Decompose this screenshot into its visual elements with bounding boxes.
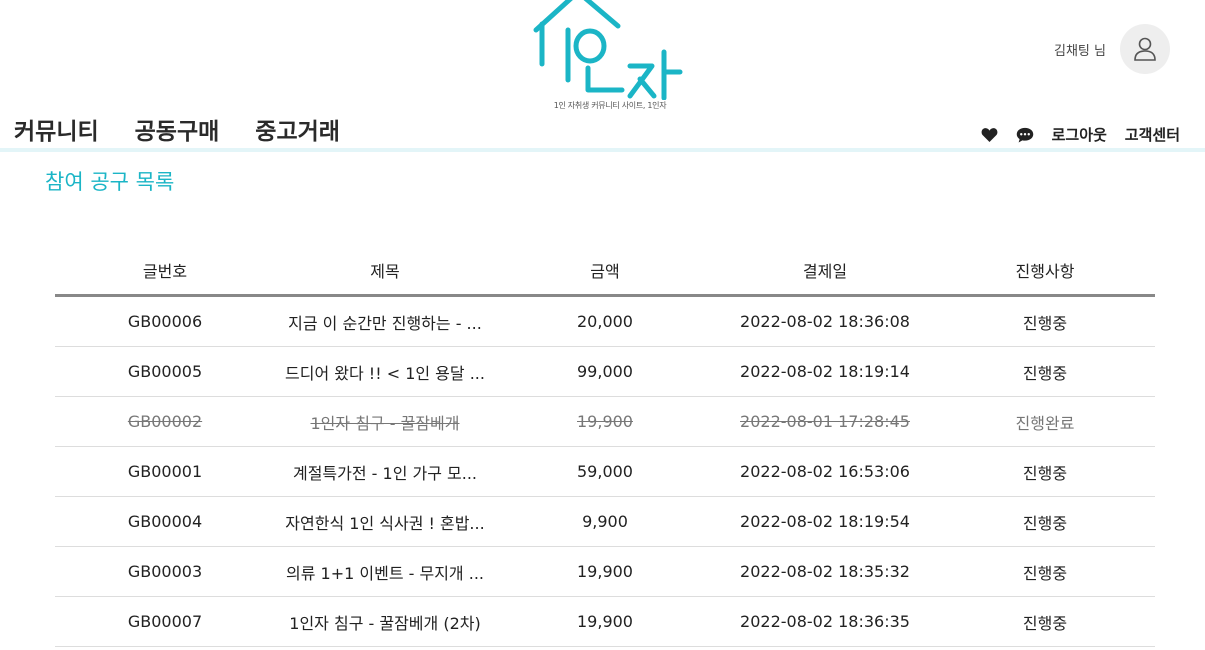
- cell-price: 99,000: [495, 346, 715, 397]
- support-link[interactable]: 고객센터: [1124, 126, 1180, 144]
- table-row[interactable]: GB00003 의류 1+1 이벤트 - 무지개 ... 19,900 2022…: [55, 546, 1155, 597]
- cell-date: 2022-08-01 17:28:45: [715, 396, 935, 447]
- cell-date: 2022-08-02 18:35:32: [715, 546, 935, 597]
- header-post-number: 글번호: [55, 246, 275, 297]
- cell-id: GB00006: [55, 295, 275, 347]
- table-row[interactable]: GB00001 계절특가전 - 1인 가구 모... 59,000 2022-0…: [55, 446, 1155, 497]
- cell-date: 2022-08-02 18:36:08: [715, 295, 935, 347]
- cell-title[interactable]: 지금 이 순간만 진행하는 - ...: [275, 295, 495, 347]
- cell-title[interactable]: 의류 1+1 이벤트 - 무지개 ...: [275, 546, 495, 597]
- table-row[interactable]: GB00007 1인자 침구 - 꿀잠베개 (2차) 19,900 2022-0…: [55, 596, 1155, 647]
- cell-price: 19,900: [495, 546, 715, 597]
- header-divider: [0, 148, 1205, 152]
- chat-bubble-icon[interactable]: [1016, 127, 1034, 143]
- nav-used-trade[interactable]: 중고거래: [255, 119, 340, 145]
- cell-title[interactable]: 1인자 침구 - 꿀잠베개 (2차): [275, 596, 495, 647]
- cell-id: GB00004: [55, 496, 275, 547]
- cell-date: 2022-08-02 18:36:35: [715, 596, 935, 647]
- table-header-row: 글번호 제목 금액 결제일 진행사항: [55, 246, 1155, 297]
- cell-title[interactable]: 1인자 침구 - 꿀잠베개: [275, 396, 495, 447]
- cell-price: 20,000: [495, 295, 715, 347]
- logo-subtitle: 1인 자취생 커뮤니티 사이트, 1인자: [553, 101, 667, 110]
- cell-status: 진행중: [935, 596, 1155, 647]
- group-buy-table: 글번호 제목 금액 결제일 진행사항 GB00006 지금 이 순간만 진행하는…: [55, 246, 1155, 647]
- table-row[interactable]: GB00004 자연한식 1인 식사권 ! 혼밥... 9,900 2022-0…: [55, 496, 1155, 547]
- cell-status: 진행완료: [935, 396, 1155, 447]
- main-nav: 커뮤니티 공동구매 중고거래: [14, 112, 340, 146]
- user-outline-icon: [1134, 37, 1156, 61]
- cell-id: GB00007: [55, 596, 275, 647]
- cell-price: 9,900: [495, 496, 715, 547]
- cell-status: 진행중: [935, 295, 1155, 347]
- table-row-completed[interactable]: GB00002 1인자 침구 - 꿀잠베개 19,900 2022-08-01 …: [55, 396, 1155, 447]
- cell-price: 19,900: [495, 396, 715, 447]
- house-logo-icon: [533, 0, 683, 100]
- utility-nav: 로그아웃 고객센터: [981, 124, 1180, 145]
- avatar-button[interactable]: [1120, 24, 1170, 74]
- logout-link[interactable]: 로그아웃: [1051, 126, 1107, 144]
- cell-title[interactable]: 계절특가전 - 1인 가구 모...: [275, 446, 495, 497]
- cell-id: GB00003: [55, 546, 275, 597]
- cell-id: GB00002: [55, 396, 275, 447]
- cell-price: 59,000: [495, 446, 715, 497]
- nav-community[interactable]: 커뮤니티: [14, 119, 99, 145]
- cell-id: GB00005: [55, 346, 275, 397]
- user-name: 김채팅 님: [1054, 43, 1106, 59]
- cell-date: 2022-08-02 18:19:54: [715, 496, 935, 547]
- cell-id: GB00001: [55, 446, 275, 497]
- page-title: 참여 공구 목록: [45, 170, 175, 194]
- table-row[interactable]: GB00006 지금 이 순간만 진행하는 - ... 20,000 2022-…: [55, 295, 1155, 347]
- header-title: 제목: [275, 246, 495, 297]
- cell-status: 진행중: [935, 346, 1155, 397]
- header-price: 금액: [495, 246, 715, 297]
- cell-status: 진행중: [935, 446, 1155, 497]
- cell-title[interactable]: 자연한식 1인 식사권 ! 혼밥...: [275, 496, 495, 547]
- cell-date: 2022-08-02 18:19:14: [715, 346, 935, 397]
- cell-status: 진행중: [935, 546, 1155, 597]
- user-area: 김채팅 님: [1054, 24, 1170, 74]
- nav-group-buy[interactable]: 공동구매: [134, 119, 220, 145]
- table-row[interactable]: GB00005 드디어 왔다 !! < 1인 용달 ... 99,000 202…: [55, 346, 1155, 397]
- cell-price: 19,900: [495, 596, 715, 647]
- site-logo[interactable]: 1인 자취생 커뮤니티 사이트, 1인자: [530, 0, 690, 115]
- header-status: 진행사항: [935, 246, 1155, 297]
- heart-icon[interactable]: [981, 127, 998, 142]
- cell-status: 진행중: [935, 496, 1155, 547]
- cell-title[interactable]: 드디어 왔다 !! < 1인 용달 ...: [275, 346, 495, 397]
- cell-date: 2022-08-02 16:53:06: [715, 446, 935, 497]
- header-payment-date: 결제일: [715, 246, 935, 297]
